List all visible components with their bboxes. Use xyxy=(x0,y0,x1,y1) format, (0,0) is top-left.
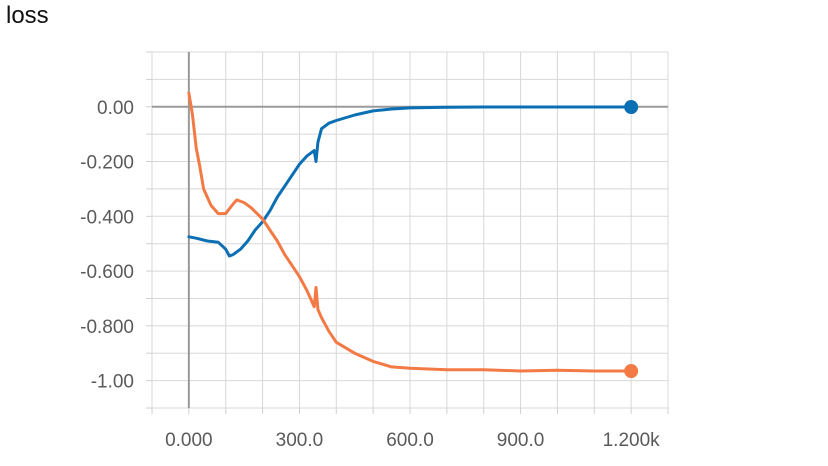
y-tick-label: -0.400 xyxy=(80,207,134,228)
x-tick-labels: 0.000 300.0 600.0 900.0 1.200k xyxy=(165,430,660,451)
series-end-marker-1 xyxy=(624,100,639,115)
y-tick-label: -0.800 xyxy=(80,317,134,338)
x-tick-label: 1.200k xyxy=(603,430,661,451)
x-tick-label: 0.000 xyxy=(165,430,213,451)
grid xyxy=(146,51,669,414)
y-tick-label: 0.00 xyxy=(97,98,134,119)
x-tick-label: 300.0 xyxy=(276,430,324,451)
y-tick-label: -0.600 xyxy=(80,262,134,283)
series-end-marker-2 xyxy=(624,364,639,379)
series-line-1 xyxy=(187,105,633,258)
x-tick-label: 600.0 xyxy=(386,430,434,451)
y-tick-labels: 0.00 -0.200 -0.400 -0.600 -0.800 -1.00 xyxy=(80,98,134,393)
series-line-2 xyxy=(187,91,633,373)
y-tick-label: -1.00 xyxy=(91,372,134,393)
x-tick-label: 900.0 xyxy=(497,430,545,451)
chart-title: loss xyxy=(6,2,49,29)
series-lines xyxy=(187,91,639,379)
y-tick-label: -0.200 xyxy=(80,153,134,174)
